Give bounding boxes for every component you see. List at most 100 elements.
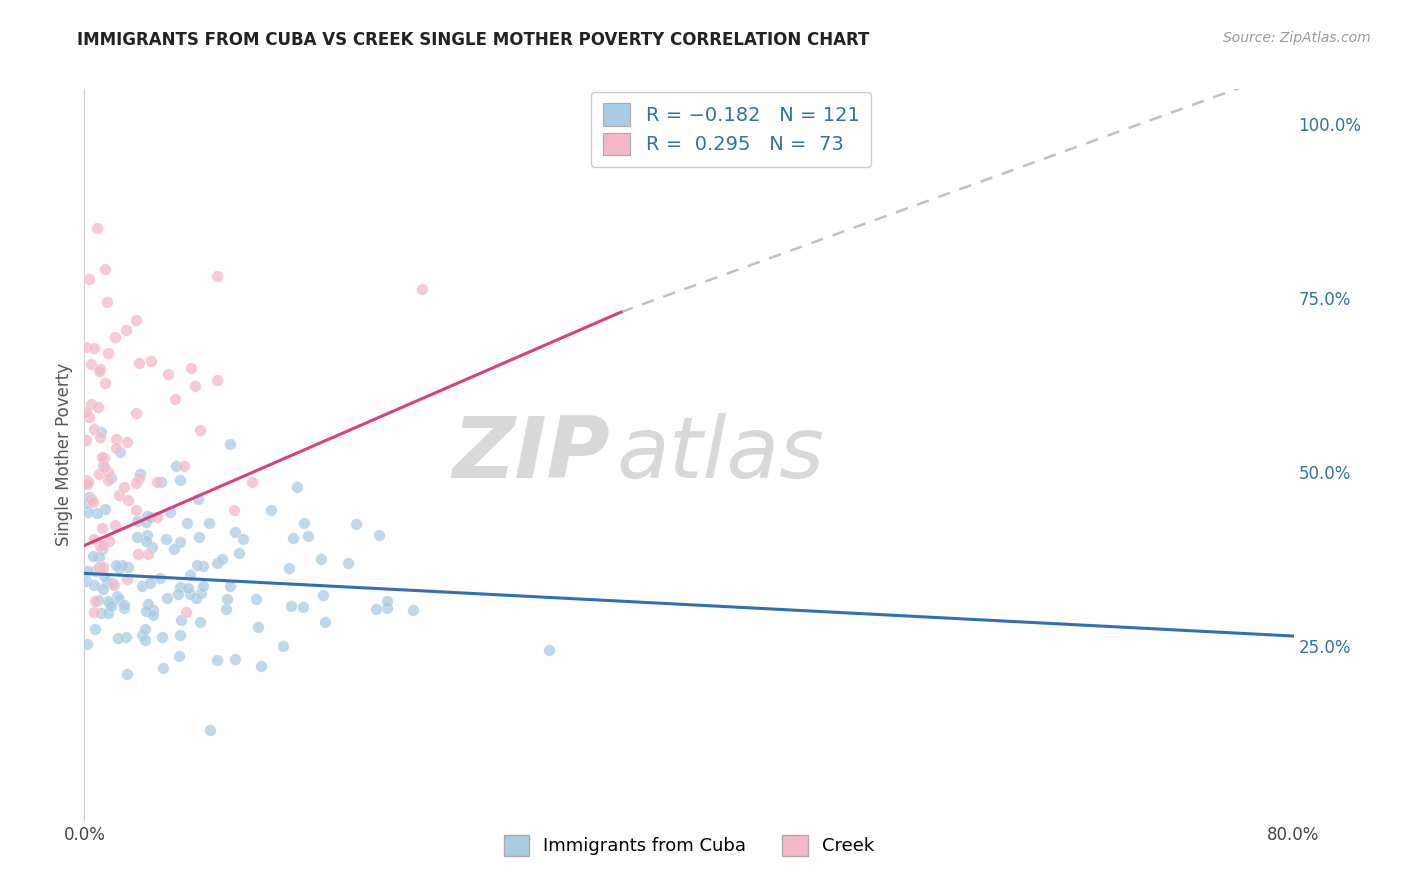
Point — [228, 546, 250, 560]
Point — [97, 473, 120, 487]
Point — [127, 530, 149, 544]
Point — [187, 491, 209, 506]
Point — [285, 480, 308, 494]
Point — [83, 578, 105, 592]
Point — [100, 576, 122, 591]
Point — [125, 503, 148, 517]
Point — [96, 575, 118, 590]
Point — [96, 606, 118, 620]
Point — [77, 409, 100, 424]
Text: Source: ZipAtlas.com: Source: ZipAtlas.com — [1223, 31, 1371, 45]
Point — [170, 613, 193, 627]
Text: atlas: atlas — [616, 413, 824, 497]
Point — [139, 354, 162, 368]
Point — [105, 432, 128, 446]
Point — [77, 505, 100, 519]
Point — [402, 603, 425, 617]
Point — [82, 495, 104, 509]
Point — [77, 490, 100, 504]
Point — [205, 653, 228, 667]
Point — [114, 323, 136, 337]
Point — [83, 341, 105, 355]
Point — [117, 666, 139, 681]
Point — [173, 459, 195, 474]
Point — [91, 450, 114, 464]
Point — [198, 723, 221, 738]
Point — [180, 361, 202, 376]
Point — [125, 475, 148, 490]
Point — [222, 502, 245, 516]
Point — [166, 587, 188, 601]
Point — [128, 471, 150, 485]
Point — [105, 441, 128, 455]
Point — [207, 373, 229, 387]
Point — [105, 589, 128, 603]
Point — [159, 505, 181, 519]
Point — [91, 542, 114, 557]
Point — [240, 475, 263, 489]
Point — [75, 405, 97, 419]
Point — [117, 493, 139, 508]
Point — [146, 475, 169, 490]
Point — [128, 356, 150, 370]
Point — [277, 560, 299, 574]
Point — [135, 516, 157, 530]
Point — [115, 573, 138, 587]
Point — [94, 501, 117, 516]
Point — [100, 599, 122, 614]
Point — [146, 510, 169, 524]
Point — [224, 651, 246, 665]
Point — [82, 549, 104, 564]
Point — [125, 514, 148, 528]
Point — [377, 594, 399, 608]
Point — [127, 547, 149, 561]
Point — [165, 458, 187, 473]
Point — [107, 631, 129, 645]
Point — [108, 445, 131, 459]
Point — [134, 633, 156, 648]
Point — [191, 558, 214, 573]
Point — [136, 547, 159, 561]
Point — [139, 510, 162, 524]
Point — [156, 367, 179, 381]
Point — [169, 534, 191, 549]
Point — [98, 596, 121, 610]
Point — [131, 579, 153, 593]
Point — [309, 551, 332, 566]
Point — [198, 516, 221, 530]
Point — [312, 588, 335, 602]
Point — [108, 561, 131, 575]
Text: ZIP: ZIP — [453, 413, 610, 497]
Point — [224, 525, 246, 540]
Point — [75, 433, 97, 447]
Point — [149, 475, 172, 490]
Point — [107, 591, 129, 606]
Point — [75, 496, 97, 510]
Point — [179, 568, 201, 582]
Point — [77, 475, 100, 489]
Point — [169, 580, 191, 594]
Point — [167, 649, 190, 664]
Point — [155, 532, 177, 546]
Point — [105, 558, 128, 572]
Point — [89, 539, 111, 553]
Point — [83, 533, 105, 547]
Point — [152, 661, 174, 675]
Point — [176, 516, 198, 531]
Point — [337, 556, 360, 570]
Point — [86, 221, 108, 235]
Point — [150, 630, 173, 644]
Point — [232, 533, 254, 547]
Point — [271, 639, 294, 653]
Point — [344, 516, 367, 531]
Point — [94, 376, 117, 390]
Point — [186, 591, 208, 605]
Point — [93, 459, 115, 474]
Point — [93, 261, 115, 276]
Point — [89, 361, 111, 376]
Point — [83, 623, 105, 637]
Point — [80, 357, 103, 371]
Point — [77, 272, 100, 286]
Point — [142, 607, 165, 622]
Point — [110, 558, 132, 572]
